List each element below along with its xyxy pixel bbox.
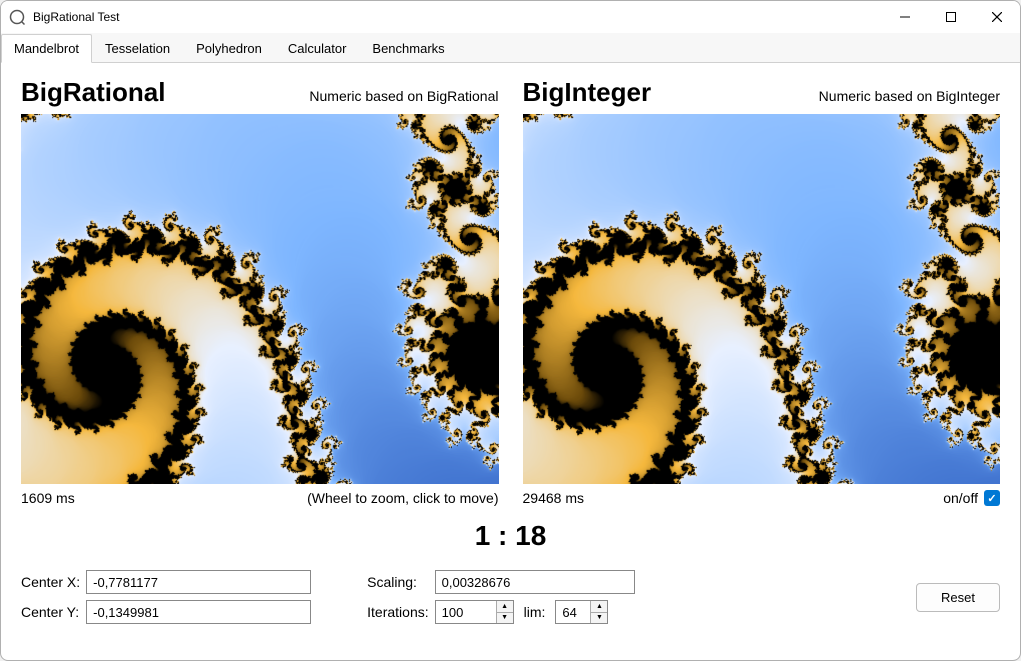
tab-benchmarks[interactable]: Benchmarks bbox=[359, 34, 457, 63]
panel-subtitle: Numeric based on BigInteger bbox=[819, 88, 1000, 104]
fractal-canvas-left[interactable] bbox=[21, 114, 499, 484]
close-button[interactable] bbox=[974, 1, 1020, 33]
spinner-down-icon[interactable]: ▼ bbox=[591, 613, 607, 624]
lim-label: lim: bbox=[524, 604, 546, 620]
panel-subtitle: Numeric based on BigRational bbox=[309, 88, 498, 104]
tab-calculator[interactable]: Calculator bbox=[275, 34, 360, 63]
timing-text: 1609 ms bbox=[21, 490, 75, 506]
iterations-label: Iterations: bbox=[367, 604, 428, 620]
fractal-canvas-right[interactable] bbox=[523, 114, 1001, 484]
panel-title: BigRational bbox=[21, 77, 165, 108]
panel-title: BigInteger bbox=[523, 77, 652, 108]
right-panel: BigInteger Numeric based on BigInteger 2… bbox=[523, 77, 1001, 506]
center-y-input[interactable] bbox=[86, 600, 311, 624]
panel-header: BigInteger Numeric based on BigInteger bbox=[523, 77, 1001, 108]
iterations-spinner[interactable]: ▲ ▼ bbox=[435, 600, 514, 624]
hint-text: (Wheel to zoom, click to move) bbox=[307, 490, 498, 506]
center-x-label: Center X: bbox=[21, 574, 80, 590]
reset-button[interactable]: Reset bbox=[916, 583, 1000, 612]
timing-text: 29468 ms bbox=[523, 490, 584, 506]
lim-spinner[interactable]: ▲ ▼ bbox=[555, 600, 608, 624]
app-icon bbox=[9, 9, 25, 25]
ratio-text: 1 : 18 bbox=[21, 520, 1000, 552]
left-panel: BigRational Numeric based on BigRational… bbox=[21, 77, 499, 506]
app-window: BigRational Test MandelbrotTesselationPo… bbox=[0, 0, 1021, 661]
center-x-input[interactable] bbox=[86, 570, 311, 594]
tab-mandelbrot[interactable]: Mandelbrot bbox=[1, 34, 92, 63]
maximize-button[interactable] bbox=[928, 1, 974, 33]
spinner-up-icon[interactable]: ▲ bbox=[497, 601, 513, 613]
panel-footer: 29468 ms on/off ✓ bbox=[523, 490, 1001, 506]
titlebar: BigRational Test bbox=[1, 1, 1020, 33]
panel-header: BigRational Numeric based on BigRational bbox=[21, 77, 499, 108]
panel-row: BigRational Numeric based on BigRational… bbox=[21, 77, 1000, 506]
scaling-label: Scaling: bbox=[367, 574, 428, 590]
tab-polyhedron[interactable]: Polyhedron bbox=[183, 34, 275, 63]
onoff-checkbox[interactable]: ✓ bbox=[984, 490, 1000, 506]
content-area: BigRational Numeric based on BigRational… bbox=[1, 63, 1020, 660]
minimize-button[interactable] bbox=[882, 1, 928, 33]
scaling-input[interactable] bbox=[435, 570, 635, 594]
lim-input[interactable] bbox=[556, 601, 590, 623]
iterations-input[interactable] bbox=[436, 601, 496, 623]
center-y-label: Center Y: bbox=[21, 604, 80, 620]
tab-tesselation[interactable]: Tesselation bbox=[92, 34, 183, 63]
spinner-up-icon[interactable]: ▲ bbox=[591, 601, 607, 613]
onoff-label: on/off bbox=[943, 490, 978, 506]
spinner-down-icon[interactable]: ▼ bbox=[497, 613, 513, 624]
tab-bar: MandelbrotTesselationPolyhedronCalculato… bbox=[1, 33, 1020, 63]
window-title: BigRational Test bbox=[33, 10, 120, 24]
panel-footer: 1609 ms (Wheel to zoom, click to move) bbox=[21, 490, 499, 506]
controls-row: Center X: Center Y: Scaling: Iterations:… bbox=[21, 570, 1000, 624]
